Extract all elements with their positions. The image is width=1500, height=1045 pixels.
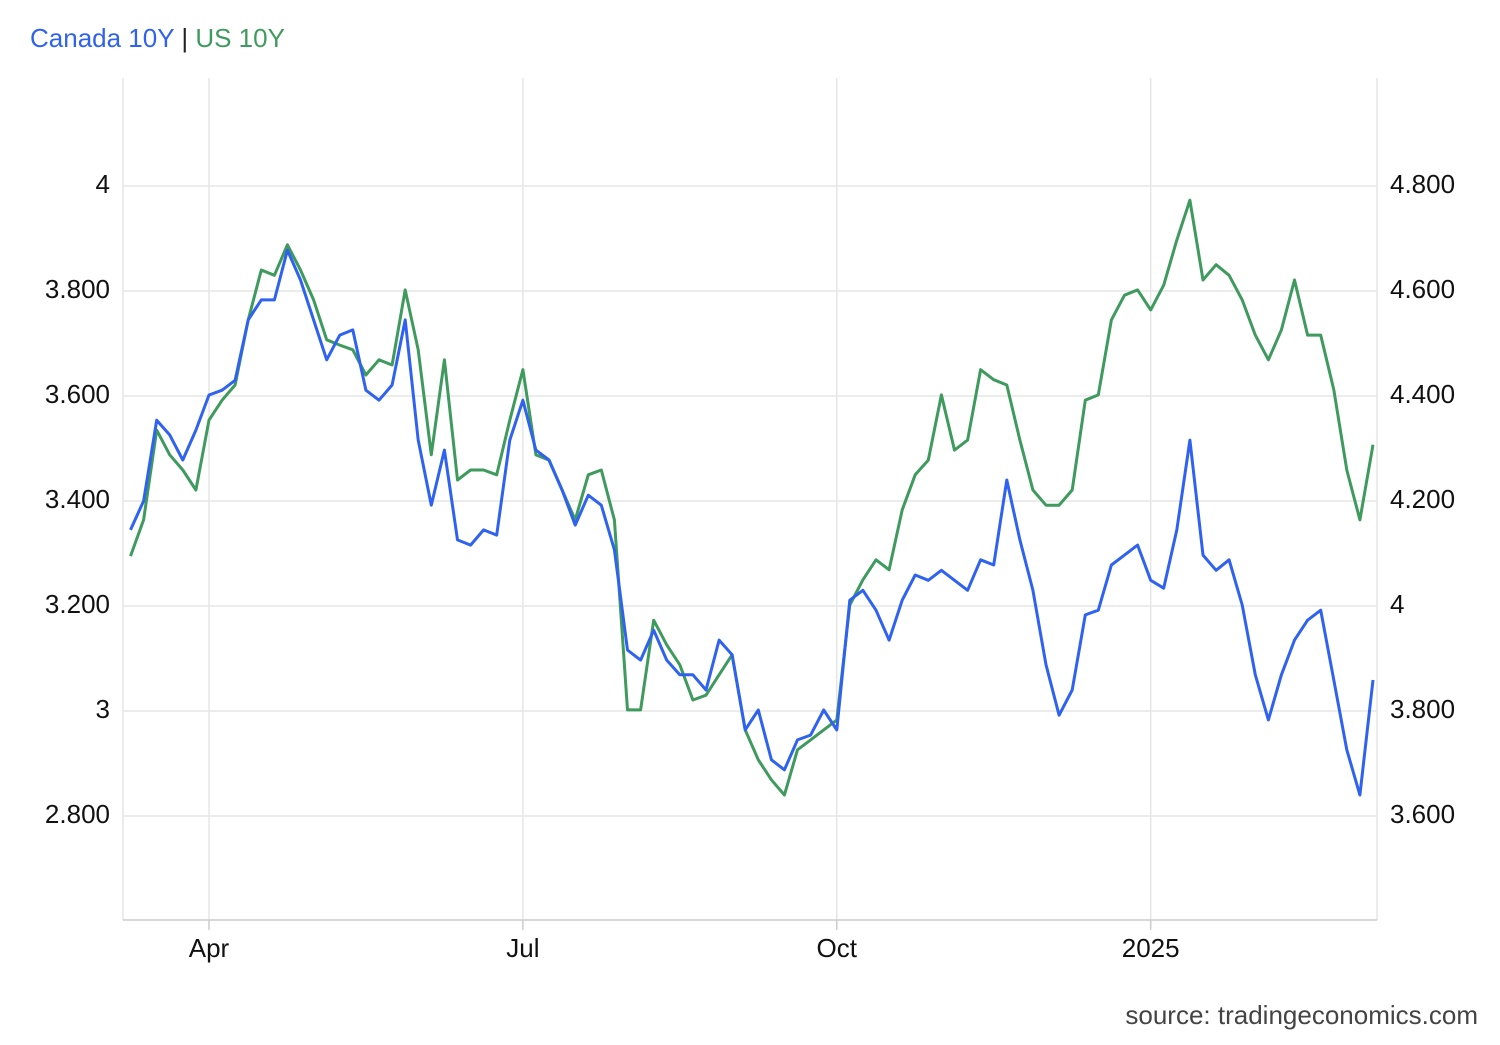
legend-separator: | [181,23,188,53]
y2-tick-label: 3.800 [1390,694,1455,724]
x-tick-label: Jul [506,933,539,963]
y-tick-label: 3.600 [45,379,110,409]
y2-tick-label: 4.400 [1390,379,1455,409]
legend-entry: US 10Y [195,23,285,53]
y-tick-label: 3.800 [45,274,110,304]
y-tick-label: 3.400 [45,484,110,514]
y-tick-label: 4 [96,169,110,199]
y2-tick-label: 4 [1390,589,1404,619]
source: source: tradingeconomics.com [1125,1000,1478,1030]
x-tick-label: Apr [189,933,230,963]
series-line [129,248,1375,797]
y2-tick-label: 3.600 [1390,799,1455,829]
legend-entry: Canada 10Y [30,23,174,53]
y2-tick-label: 4.200 [1390,484,1455,514]
legend-title: Canada 10Y | US 10Y [30,23,285,53]
series-line [129,198,1375,797]
y2-tick-label: 4.800 [1390,169,1455,199]
y-tick-label: 2.800 [45,799,110,829]
x-tick-label: Oct [817,933,858,963]
y-tick-label: 3 [96,694,110,724]
y2-tick-label: 4.600 [1390,274,1455,304]
y-tick-label: 3.200 [45,589,110,619]
x-tick-label: 2025 [1122,933,1180,963]
